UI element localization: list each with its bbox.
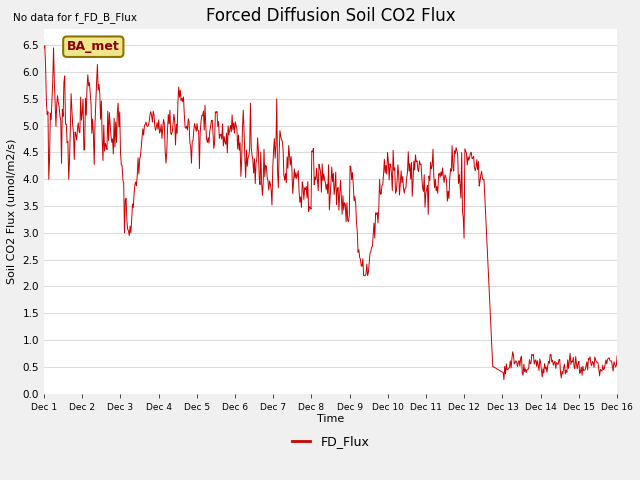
Text: No data for f_FD_B_Flux: No data for f_FD_B_Flux bbox=[13, 12, 137, 23]
Legend: FD_Flux: FD_Flux bbox=[287, 430, 374, 453]
Y-axis label: Soil CO2 Flux (umol/m2/s): Soil CO2 Flux (umol/m2/s) bbox=[7, 139, 17, 284]
X-axis label: Time: Time bbox=[317, 414, 344, 424]
Title: Forced Diffusion Soil CO2 Flux: Forced Diffusion Soil CO2 Flux bbox=[205, 7, 456, 25]
Text: BA_met: BA_met bbox=[67, 40, 120, 53]
